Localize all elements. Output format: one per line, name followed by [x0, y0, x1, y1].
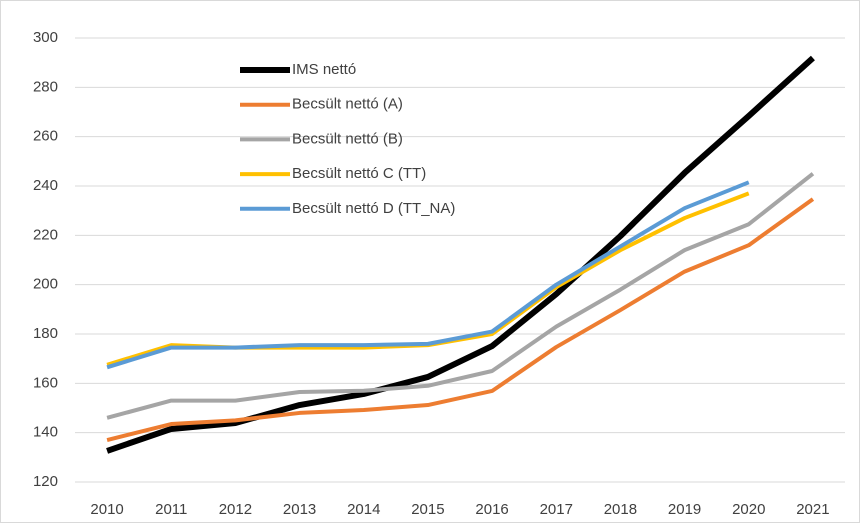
series-line: [106, 180, 750, 370]
x-tick-label: 2020: [732, 501, 765, 518]
x-tick-label: 2019: [668, 501, 701, 518]
x-tick-label: 2016: [475, 501, 508, 518]
legend-label: Becsült nettó D (TT_NA): [292, 200, 455, 217]
y-tick-label: 280: [33, 78, 58, 95]
y-tick-label: 180: [33, 325, 58, 342]
x-tick-label: 2010: [90, 501, 123, 518]
y-tick-label: 200: [33, 276, 58, 293]
x-tick-label: 2012: [219, 501, 252, 518]
y-tick-label: 120: [33, 473, 58, 490]
y-tick-label: 260: [33, 128, 58, 145]
legend-label: Becsült nettó (A): [292, 96, 403, 113]
y-tick-label: 300: [33, 29, 58, 46]
y-tick-label: 160: [33, 374, 58, 391]
series-line: [106, 197, 815, 443]
x-tick-label: 2018: [604, 501, 637, 518]
y-tick-label: 240: [33, 177, 58, 194]
series-line: [106, 172, 815, 420]
y-tick-label: 140: [33, 424, 58, 441]
x-tick-label: 2011: [155, 501, 187, 518]
legend-label: Becsült nettó C (TT): [292, 165, 426, 182]
x-tick-label: 2021: [796, 501, 829, 518]
x-tick-label: 2013: [283, 501, 316, 518]
series-line: [106, 55, 815, 454]
x-tick-label: 2017: [540, 501, 573, 518]
y-tick-label: 220: [33, 226, 58, 243]
x-tick-label: 2015: [411, 501, 444, 518]
legend-label: Becsült nettó (B): [292, 130, 403, 147]
x-tick-label: 2014: [347, 501, 380, 518]
legend-label: IMS nettó: [292, 61, 356, 78]
